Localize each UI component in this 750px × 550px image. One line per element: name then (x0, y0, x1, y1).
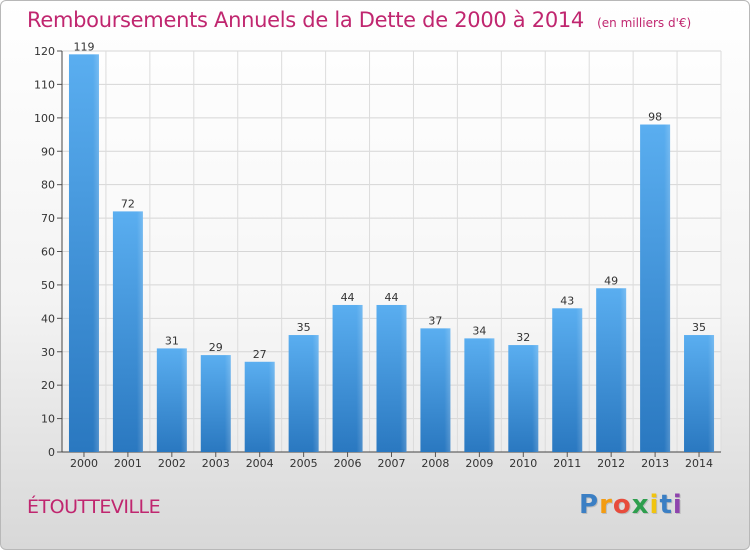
bar-highlight (400, 304, 407, 452)
y-tick-label: 100 (34, 112, 55, 125)
x-tick-label: 2013 (641, 457, 669, 470)
data-label: 44 (341, 291, 355, 304)
labels: 0 10 20 30 40 50 60 70 80 90 100 110 120 119 2000 72 200… (34, 40, 713, 470)
x-tick-label: 2003 (202, 457, 230, 470)
x-tick-label: 2009 (465, 457, 493, 470)
y-tick-label: 60 (41, 246, 55, 259)
bar-highlight (532, 345, 539, 452)
bar-highlight (664, 124, 671, 453)
data-label: 44 (385, 291, 399, 304)
x-tick-label: 2001 (114, 457, 142, 470)
x-tick-label: 2008 (421, 457, 449, 470)
logo-letter: P (579, 490, 600, 520)
bar-highlight (620, 288, 627, 452)
y-tick-label: 90 (41, 145, 55, 158)
commune-name: ÉTOUTTEVILLE (27, 496, 161, 518)
chart-title: Remboursements Annuels de la Dette de 20… (27, 8, 584, 32)
logo-letter: r (599, 490, 613, 520)
y-tick-label: 120 (34, 45, 55, 58)
logo-letter: t (659, 490, 673, 520)
logo-letter: o (612, 490, 632, 520)
data-label: 35 (692, 321, 706, 334)
bar-highlight (576, 308, 583, 452)
x-tick-label: 2014 (685, 457, 713, 470)
data-label: 29 (209, 341, 223, 354)
data-label: 35 (297, 321, 311, 334)
chart-title-row: Remboursements Annuels de la Dette de 20… (27, 8, 691, 32)
bar-highlight (488, 338, 495, 452)
y-tick-label: 0 (48, 446, 55, 459)
data-label: 27 (253, 348, 267, 361)
y-tick-label: 110 (34, 78, 55, 91)
data-label: 72 (121, 197, 135, 210)
x-tick-label: 2005 (290, 457, 318, 470)
data-label: 32 (516, 331, 530, 344)
bar-highlight (92, 54, 99, 452)
bar-highlight (356, 304, 363, 452)
y-tick-label: 40 (41, 312, 55, 325)
logo-letter: i (672, 490, 683, 520)
y-tick-label: 70 (41, 212, 55, 225)
x-tick-label: 2006 (334, 457, 362, 470)
data-label: 49 (604, 274, 618, 287)
data-label: 34 (472, 324, 486, 337)
x-tick-label: 2004 (246, 457, 274, 470)
x-tick-label: 2010 (509, 457, 537, 470)
data-label: 43 (560, 294, 574, 307)
bar-highlight (444, 328, 451, 452)
data-label: 119 (73, 40, 94, 53)
bar-highlight (708, 335, 715, 452)
bar-highlight (224, 355, 231, 452)
y-tick-label: 20 (41, 379, 55, 392)
data-label: 31 (165, 334, 179, 347)
x-tick-label: 2011 (553, 457, 581, 470)
bar-highlight (312, 335, 319, 452)
x-tick-label: 2000 (70, 457, 98, 470)
chart-subtitle: (en milliers d'€) (597, 16, 692, 30)
bar-highlight (268, 361, 275, 452)
logo-letter: i (649, 490, 660, 520)
data-label: 98 (648, 111, 662, 124)
y-tick-label: 50 (41, 279, 55, 292)
data-label: 37 (428, 314, 442, 327)
x-tick-label: 2002 (158, 457, 186, 470)
proxiti-logo: Proxiti (579, 490, 683, 520)
bar-highlight (136, 211, 143, 452)
logo-letter: x (631, 490, 650, 520)
bars (68, 54, 715, 453)
x-tick-label: 2007 (378, 457, 406, 470)
bar-highlight (180, 348, 187, 452)
x-tick-label: 2012 (597, 457, 625, 470)
y-tick-label: 10 (41, 413, 55, 426)
y-tick-label: 80 (41, 179, 55, 192)
y-tick-label: 30 (41, 346, 55, 359)
